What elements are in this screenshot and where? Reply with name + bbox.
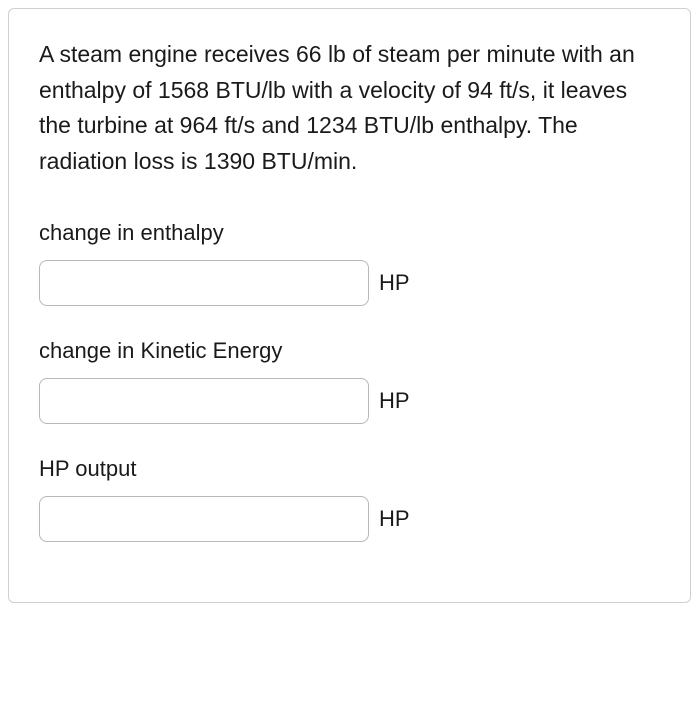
unit-kinetic-energy: HP bbox=[379, 388, 410, 414]
field-hp-output: HP output HP bbox=[39, 456, 660, 542]
question-text: A steam engine receives 66 lb of steam p… bbox=[39, 37, 660, 180]
input-row-hp-output: HP bbox=[39, 496, 660, 542]
question-container: A steam engine receives 66 lb of steam p… bbox=[8, 8, 691, 603]
field-enthalpy: change in enthalpy HP bbox=[39, 220, 660, 306]
field-label-enthalpy: change in enthalpy bbox=[39, 220, 660, 246]
field-label-kinetic-energy: change in Kinetic Energy bbox=[39, 338, 660, 364]
input-enthalpy[interactable] bbox=[39, 260, 369, 306]
input-hp-output[interactable] bbox=[39, 496, 369, 542]
input-row-kinetic-energy: HP bbox=[39, 378, 660, 424]
field-label-hp-output: HP output bbox=[39, 456, 660, 482]
input-row-enthalpy: HP bbox=[39, 260, 660, 306]
field-kinetic-energy: change in Kinetic Energy HP bbox=[39, 338, 660, 424]
input-kinetic-energy[interactable] bbox=[39, 378, 369, 424]
unit-enthalpy: HP bbox=[379, 270, 410, 296]
unit-hp-output: HP bbox=[379, 506, 410, 532]
